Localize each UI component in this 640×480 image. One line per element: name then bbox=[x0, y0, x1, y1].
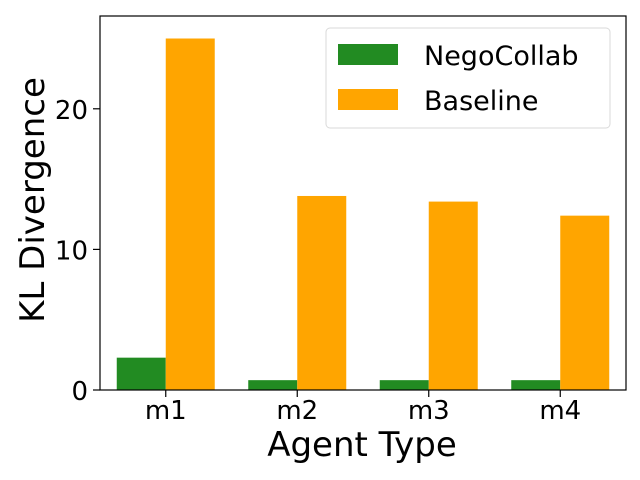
bar-baseline-m1 bbox=[165, 38, 215, 390]
y-tick-label: 10 bbox=[55, 236, 88, 266]
bar-baseline-m2 bbox=[297, 195, 347, 390]
bar-negocollab-m4 bbox=[511, 380, 561, 390]
legend-label-negocollab: NegoCollab bbox=[424, 41, 579, 72]
x-tick-label-m1: m1 bbox=[145, 396, 187, 426]
bar-negocollab-m1 bbox=[116, 357, 166, 390]
bar-negocollab-m2 bbox=[248, 380, 298, 390]
axes-layer: 0 10 20 m1 m2 m3 m4 bbox=[55, 15, 627, 426]
y-tick-label: 0 bbox=[71, 377, 88, 407]
x-tick-label-m4: m4 bbox=[539, 396, 581, 426]
bars-layer bbox=[116, 38, 610, 390]
legend-swatch-negocollab bbox=[338, 44, 398, 65]
legend: NegoCollab Baseline bbox=[325, 27, 611, 129]
bar-baseline-m4 bbox=[560, 215, 610, 390]
bar-negocollab-m3 bbox=[379, 380, 429, 390]
bar-baseline-m3 bbox=[428, 201, 478, 390]
x-tick-label-m2: m2 bbox=[276, 396, 318, 426]
x-axis-label: Agent Type bbox=[267, 425, 457, 465]
y-tick-label: 20 bbox=[55, 96, 88, 126]
legend-label-baseline: Baseline bbox=[424, 86, 538, 117]
legend-swatch-baseline bbox=[338, 89, 398, 110]
plot-frame bbox=[99, 15, 627, 391]
x-tick-label-m3: m3 bbox=[408, 396, 450, 426]
y-axis-label: KL Divergence bbox=[13, 77, 53, 323]
